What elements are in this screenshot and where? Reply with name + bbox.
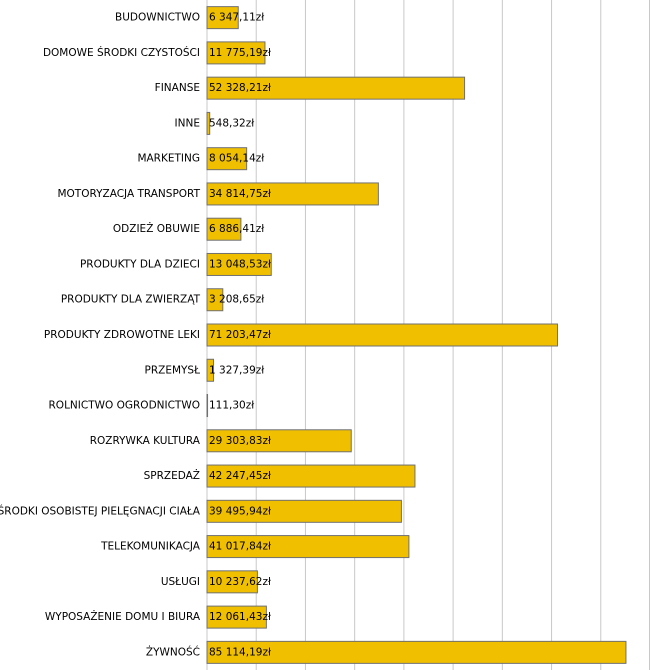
- value-label: 6 347,11zł: [209, 12, 264, 24]
- bar: [206, 535, 410, 559]
- bar: [206, 605, 267, 629]
- bar: [206, 394, 209, 418]
- category-label: ROZRYWKA KULTURA: [90, 435, 201, 447]
- category-label: ODZIEŻ OBUWIE: [113, 222, 200, 235]
- category-label: ŻYWNOŚĆ: [146, 645, 200, 658]
- bar: [206, 217, 242, 241]
- value-label: 11 775,19zł: [209, 47, 271, 59]
- value-label: 12 061,43zł: [209, 611, 271, 623]
- category-label: PRODUKTY DLA DZIECI: [80, 258, 200, 270]
- bar: [206, 429, 352, 453]
- category-label: TELEKOMUNIKACJA: [100, 541, 201, 553]
- bar: [206, 147, 248, 171]
- category-label: INNE: [175, 117, 200, 129]
- value-label: 111,30zł: [209, 400, 254, 412]
- category-label: MARKETING: [137, 153, 200, 165]
- value-label: 42 247,45zł: [209, 470, 271, 482]
- category-label: PRODUKTY DLA ZWIERZĄT: [61, 294, 201, 306]
- category-label: BUDOWNICTWO: [115, 12, 200, 24]
- value-label: 34 814,75zł: [209, 188, 271, 200]
- value-label: 29 303,83zł: [209, 435, 271, 447]
- value-label: 548,32zł: [209, 117, 254, 129]
- bar: [206, 76, 466, 100]
- value-label: 71 203,47zł: [209, 329, 271, 341]
- value-label: 10 237,62zł: [209, 576, 271, 588]
- category-label: PRZEMYSŁ: [145, 364, 201, 376]
- category-label: ROLNICTWO OGRODNICTWO: [49, 400, 200, 412]
- bar: [206, 182, 379, 206]
- value-label: 1 327,39zł: [209, 364, 264, 376]
- bar: [206, 640, 627, 664]
- bar: [206, 41, 266, 65]
- bar: [206, 252, 272, 276]
- bar: [206, 323, 558, 347]
- bar: [206, 358, 215, 382]
- bar: [206, 6, 239, 30]
- category-label: MOTORYZACJA TRANSPORT: [57, 188, 200, 200]
- value-label: 39 495,94zł: [209, 505, 271, 517]
- value-label: 85 114,19zł: [209, 646, 271, 658]
- value-label: 6 886,41zł: [209, 223, 264, 235]
- bar: [206, 288, 224, 312]
- category-label: PRODUKTY ZDROWOTNE LEKI: [44, 329, 200, 341]
- category-label: WYPOSAŻENIE DOMU I BIURA: [45, 610, 201, 623]
- bar: [206, 464, 416, 488]
- bar: [206, 570, 258, 594]
- value-label: 3 208,65zł: [209, 294, 264, 306]
- value-label: 8 054,14zł: [209, 153, 264, 165]
- value-label: 13 048,53zł: [209, 258, 271, 270]
- bar: [206, 499, 402, 523]
- value-label: 41 017,84zł: [209, 541, 271, 553]
- category-label: ŚRODKI OSOBISTEJ PIELĘGNACJI CIAŁA: [0, 504, 201, 517]
- category-label: USŁUGI: [161, 576, 200, 588]
- category-label: DOMOWE ŚRODKI CZYSTOŚCI: [43, 46, 200, 59]
- category-label: FINANSE: [155, 82, 200, 94]
- bar: [206, 111, 211, 135]
- value-label: 52 328,21zł: [209, 82, 271, 94]
- category-label: SPRZEDAŻ: [144, 469, 200, 482]
